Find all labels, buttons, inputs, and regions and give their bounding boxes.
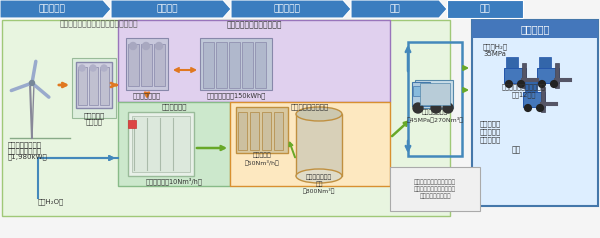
Bar	[118, 102, 230, 186]
Bar	[420, 83, 450, 105]
Bar	[238, 112, 247, 150]
Text: 水素製造装置: 水素製造装置	[161, 104, 187, 110]
Text: 「ハマウィング」の敷地内へ新規設置: 「ハマウィング」の敷地内へ新規設置	[60, 20, 139, 29]
Bar	[413, 86, 427, 96]
Bar	[141, 44, 152, 86]
Text: など: など	[511, 145, 521, 154]
Text: 受変電・分電盤: 受変電・分電盤	[133, 93, 161, 99]
Circle shape	[413, 103, 423, 113]
Text: 水素貯蔵・圧縮装置: 水素貯蔵・圧縮装置	[291, 104, 329, 110]
Circle shape	[431, 103, 441, 113]
Bar	[412, 82, 430, 106]
Bar	[296, 114, 342, 176]
Polygon shape	[351, 0, 447, 18]
Bar	[390, 167, 480, 211]
Bar	[250, 112, 259, 150]
Text: 水素貯蔵タンク
低圧
（800Nm³）: 水素貯蔵タンク 低圧 （800Nm³）	[303, 174, 335, 194]
Text: （1,980kW）: （1,980kW）	[8, 154, 48, 160]
Bar	[128, 120, 136, 128]
Bar	[128, 112, 194, 176]
Text: 受変電設備: 受変電設備	[83, 113, 104, 119]
Circle shape	[551, 81, 557, 87]
Circle shape	[90, 65, 96, 71]
Circle shape	[155, 43, 163, 50]
Bar	[128, 44, 139, 86]
Bar	[230, 102, 390, 186]
Bar	[541, 87, 545, 112]
Bar	[506, 57, 518, 68]
Bar	[525, 81, 537, 92]
Polygon shape	[0, 0, 111, 18]
Text: 簡易充填車による水素供給
（運用状況およびニーズを
反映した最適輸送）: 簡易充填車による水素供給 （運用状況およびニーズを 反映した最適輸送）	[414, 179, 456, 199]
Bar	[262, 112, 271, 150]
Circle shape	[29, 80, 35, 85]
Text: 水素圧縮機
（50Nm³/h）: 水素圧縮機 （50Nm³/h）	[245, 153, 280, 166]
Bar	[537, 68, 559, 83]
Bar	[236, 107, 288, 153]
Text: 「ハマウィング」: 「ハマウィング」	[8, 148, 42, 154]
Polygon shape	[111, 0, 231, 18]
Text: 輸送: 輸送	[389, 5, 400, 14]
Circle shape	[536, 104, 544, 111]
Circle shape	[539, 81, 545, 87]
Bar	[2, 20, 450, 216]
Bar	[472, 20, 598, 206]
Bar	[216, 42, 227, 88]
Circle shape	[506, 81, 512, 87]
Ellipse shape	[296, 107, 342, 121]
Polygon shape	[447, 0, 523, 18]
Text: 受変電・分電盤、蓄電設備: 受変電・分電盤、蓄電設備	[226, 20, 282, 30]
Circle shape	[130, 43, 137, 50]
Text: ・青果市場
・冷蔵倉庫
・物流倉庫: ・青果市場 ・冷蔵倉庫 ・物流倉庫	[480, 120, 501, 143]
Bar	[522, 63, 526, 88]
Bar	[242, 42, 253, 88]
Bar	[555, 63, 559, 88]
Bar	[126, 38, 168, 90]
Bar	[132, 116, 190, 172]
Text: 水素製造: 水素製造	[156, 5, 178, 14]
Bar	[229, 42, 240, 88]
Bar	[415, 80, 453, 108]
Circle shape	[101, 65, 107, 71]
Bar	[76, 62, 112, 108]
Bar	[154, 44, 165, 86]
Bar	[539, 57, 551, 68]
Text: 横浜市風力発電所: 横浜市風力発電所	[8, 142, 42, 148]
Text: 水電解装置（10Nm³/h）: 水電解装置（10Nm³/h）	[146, 177, 202, 185]
Circle shape	[79, 65, 85, 71]
Bar	[274, 112, 283, 150]
Bar	[100, 67, 109, 105]
Circle shape	[524, 104, 532, 111]
Bar	[200, 38, 272, 90]
Text: 利用: 利用	[479, 5, 490, 14]
Circle shape	[443, 103, 453, 113]
Bar	[118, 20, 390, 102]
Bar	[408, 42, 462, 156]
Text: 簡易水素充填車
（45MPa：270Nm³）: 簡易水素充填車 （45MPa：270Nm³）	[407, 109, 464, 123]
Bar	[472, 20, 598, 38]
Text: 水（H₂O）: 水（H₂O）	[38, 199, 64, 205]
Bar	[72, 58, 116, 118]
Bar	[523, 92, 545, 107]
Ellipse shape	[296, 169, 342, 183]
Bar	[78, 67, 87, 105]
Circle shape	[518, 81, 524, 87]
Polygon shape	[231, 0, 351, 18]
Bar	[203, 42, 214, 88]
Text: （既設）: （既設）	[86, 119, 103, 125]
Bar	[504, 68, 526, 83]
Text: 再エネ電力: 再エネ電力	[38, 5, 65, 14]
Circle shape	[143, 43, 149, 50]
Text: 燃料電池フォークリフト
（計12台）: 燃料電池フォークリフト （計12台）	[502, 84, 546, 98]
Text: 水素（H₂）
35MPa: 水素（H₂） 35MPa	[483, 43, 508, 57]
Bar	[255, 42, 266, 88]
Text: 貯蔵・圧縮: 貯蔵・圧縮	[274, 5, 301, 14]
Text: 蓄電システム（150kWh）: 蓄電システム（150kWh）	[206, 93, 266, 99]
Bar	[89, 67, 98, 105]
Text: 京浜臨海部: 京浜臨海部	[520, 24, 550, 34]
